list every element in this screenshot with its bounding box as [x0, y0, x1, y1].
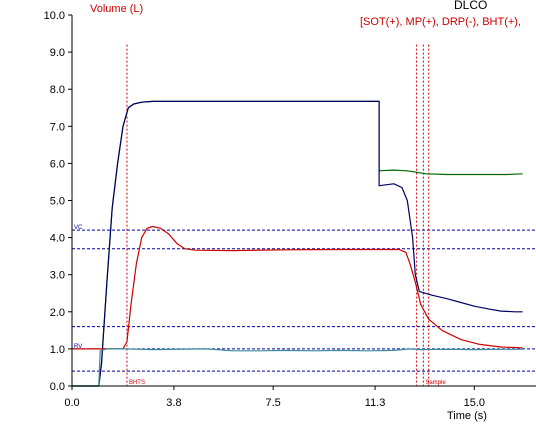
y-axis-label: Volume (L)	[90, 3, 143, 15]
reference-label-rv: RV	[74, 344, 82, 350]
x-tick-label: 11.3	[365, 397, 386, 409]
series-line-3	[72, 348, 523, 387]
y-tick-label: 9.0	[50, 47, 65, 59]
y-tick-label: 4.0	[50, 233, 65, 245]
chart-title: DLCO	[454, 0, 487, 12]
y-tick-label: 10.0	[44, 10, 65, 22]
y-tick-label: 5.0	[50, 196, 65, 208]
y-tick-label: 8.0	[50, 84, 65, 96]
y-tick-label: 2.0	[50, 307, 65, 319]
reference-label-vc: VC	[74, 225, 83, 231]
event-marker-label-bhts: BHTS	[129, 380, 145, 386]
y-tick-label: 3.0	[50, 270, 65, 282]
volume-traces	[72, 100, 523, 387]
series-line-0	[72, 100, 523, 387]
x-tick-label: 15.0	[464, 397, 485, 409]
y-tick-label: 0.0	[50, 381, 65, 393]
y-tick-label: 1.0	[50, 344, 65, 356]
event-marker-label-sample: Sample	[425, 380, 446, 386]
axes: 0.0 1.0 2.0 3.0 4.0 5.0 6.0 7.0 8.0 9.0 10.0 0.0 3.8…	[44, 10, 536, 409]
x-axis-label: Time (s)	[447, 410, 487, 422]
y-tick-label: 6.0	[50, 158, 65, 170]
series-line-2	[72, 225, 523, 350]
event-markers: BHTS Sample	[126, 44, 446, 386]
x-tick-label: 3.8	[166, 397, 181, 409]
x-tick-label: 7.5	[266, 397, 281, 409]
y-tick-label: 7.0	[50, 121, 65, 133]
x-tick-label: 0.0	[64, 397, 79, 409]
series-line-1	[72, 100, 523, 387]
chart-subtitle: [SOT(+), MP(+), DRP(-), BHT(+),	[360, 16, 521, 28]
